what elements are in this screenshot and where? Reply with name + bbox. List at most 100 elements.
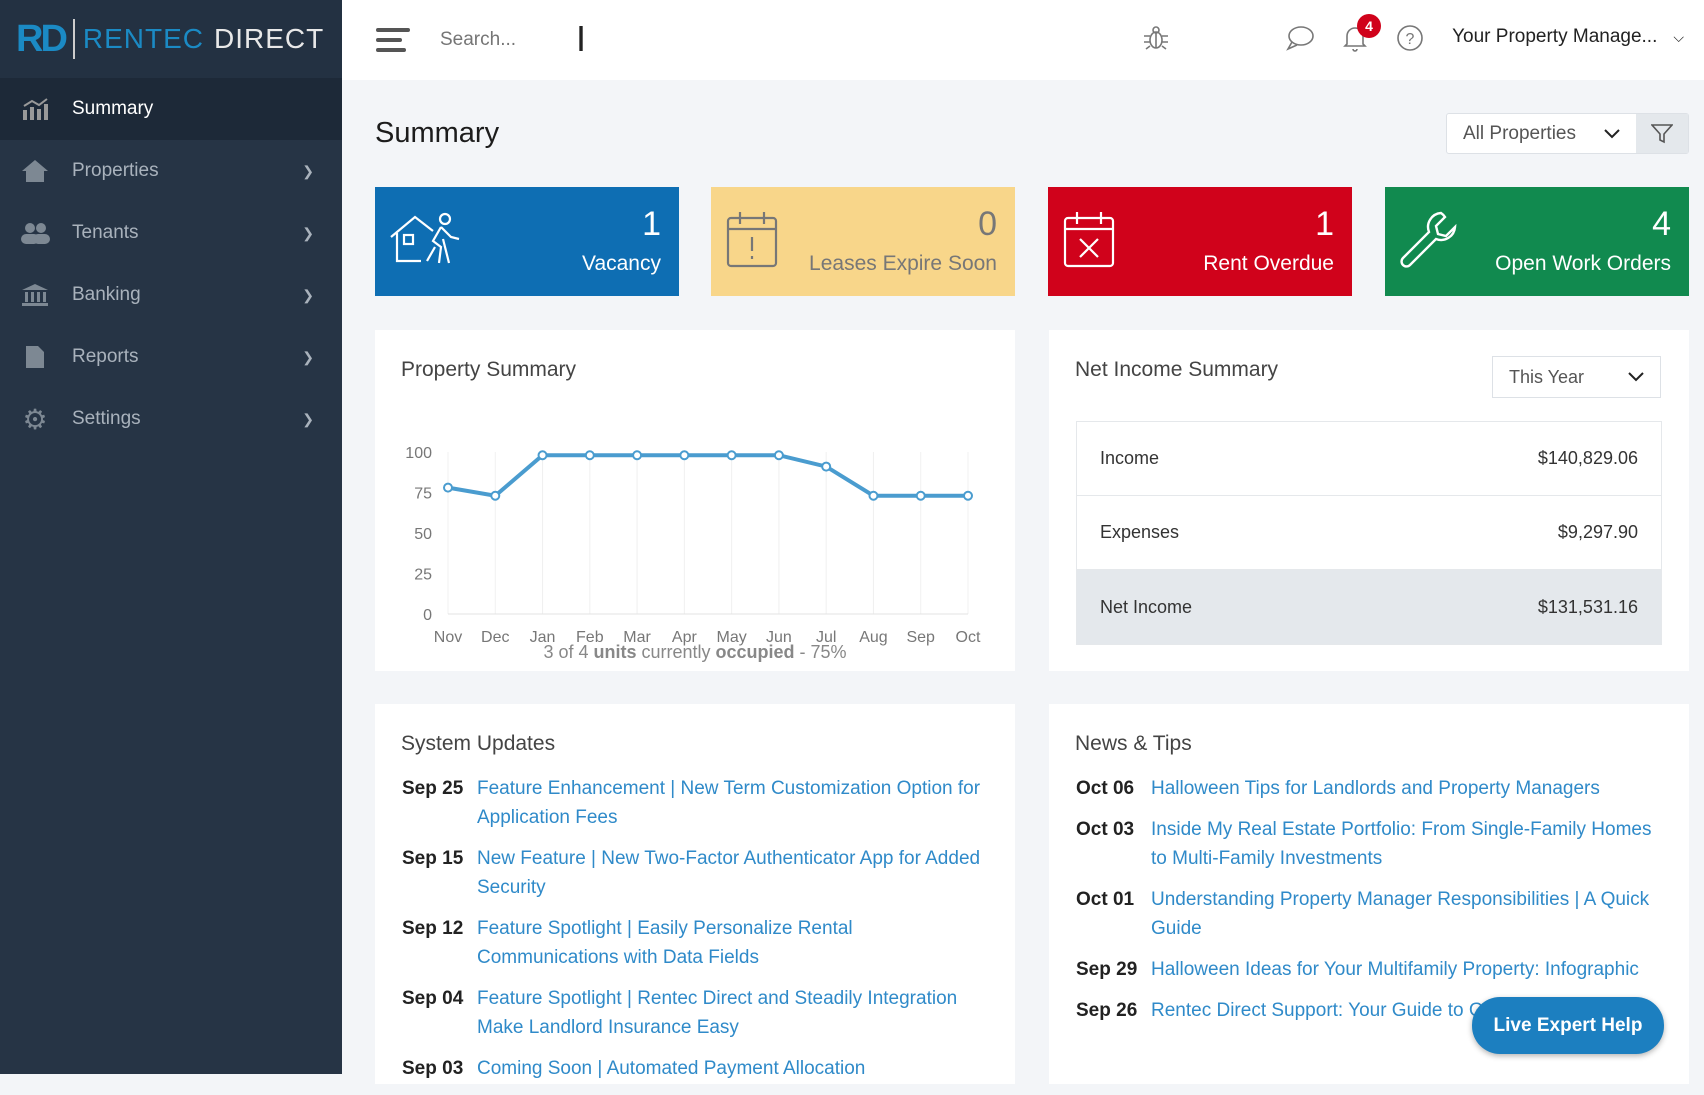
bug-icon[interactable]: [1140, 22, 1172, 54]
item-link[interactable]: Halloween Ideas for Your Multifamily Pro…: [1151, 959, 1639, 980]
chevron-down-icon: ❯: [302, 348, 314, 365]
x-tick-label: Sep: [906, 629, 935, 646]
menu-toggle-icon[interactable]: [376, 22, 410, 58]
net-income-row: Net Income $131,531.16: [1077, 570, 1661, 644]
y-tick-label: 75: [414, 486, 432, 503]
x-tick-label: Dec: [481, 629, 509, 646]
panel-title: System Updates: [401, 732, 556, 755]
top-bar: Ⅰ 4 ? Your Property Manage... ⌵: [342, 0, 1704, 80]
notification-bell-icon[interactable]: 4: [1339, 14, 1381, 54]
item-date: Sep 12: [402, 918, 464, 939]
bank-icon: [20, 283, 50, 307]
logo-mark: RD: [16, 17, 68, 60]
list-item: Sep 03 Coming Soon | Automated Payment Al…: [402, 1054, 995, 1083]
caption-text: currently: [636, 642, 716, 662]
users-icon: [20, 221, 50, 245]
vacancy-label: Vacancy: [582, 252, 661, 275]
item-link[interactable]: Feature Spotlight | Easily Personalize R…: [477, 918, 853, 968]
item-date: Sep 03: [402, 1058, 464, 1079]
work-orders-label: Open Work Orders: [1495, 252, 1671, 275]
sidebar-item-settings[interactable]: ⚙ Settings ❯: [0, 388, 342, 450]
sidebar-item-banking[interactable]: Banking ❯: [0, 264, 342, 326]
property-filter[interactable]: All Properties: [1446, 113, 1689, 154]
data-point: [821, 461, 832, 472]
property-select[interactable]: All Properties: [1463, 122, 1576, 144]
vacancy-count: 1: [642, 205, 661, 243]
data-point: [584, 450, 595, 461]
vacancy-card[interactable]: 1 Vacancy: [375, 187, 679, 296]
leases-expire-label: Leases Expire Soon: [809, 252, 997, 275]
sidebar-item-reports[interactable]: Reports ❯: [0, 326, 342, 388]
list-item: Oct 03 Inside My Real Estate Portfolio: F…: [1076, 815, 1669, 873]
sidebar-item-label: Properties: [72, 160, 159, 181]
y-tick-label: 100: [405, 445, 432, 462]
logo-text-direct: DIRECT: [214, 23, 325, 54]
list-item: Sep 15 New Feature | New Two-Factor Authe…: [402, 844, 995, 902]
work-orders-count: 4: [1652, 205, 1671, 243]
list-item: Sep 29 Halloween Ideas for Your Multifami…: [1076, 955, 1669, 984]
rent-overdue-count: 1: [1315, 205, 1334, 243]
panel-title: Net Income Summary: [1075, 358, 1279, 381]
sidebar-item-properties[interactable]: Properties ❯: [0, 140, 342, 202]
expenses-row: Expenses $9,297.90: [1077, 496, 1661, 570]
chat-icon[interactable]: [1284, 22, 1316, 54]
list-item: Sep 04 Feature Spotlight | Rentec Direct …: [402, 984, 995, 1042]
income-row: Income $140,829.06: [1077, 422, 1661, 496]
item-link[interactable]: Understanding Property Manager Responsib…: [1151, 889, 1650, 939]
filter-button[interactable]: [1636, 114, 1688, 153]
sidebar-item-tenants[interactable]: Tenants ❯: [0, 202, 342, 264]
caption-units: units: [593, 642, 637, 662]
data-point: [915, 490, 926, 501]
x-tick-label: Jul: [816, 629, 836, 646]
period-select[interactable]: This Year: [1492, 356, 1661, 398]
caption-percent: - 75%: [794, 642, 847, 662]
help-icon[interactable]: ?: [1394, 22, 1426, 54]
gear-icon: ⚙: [22, 403, 48, 435]
sidebar-item-label: Banking: [72, 284, 141, 305]
system-updates-panel: System Updates Sep 25 Feature Enhancement…: [375, 704, 1015, 1084]
caption-text: 3 of 4: [543, 642, 594, 662]
x-tick-label: Jan: [530, 629, 556, 646]
item-date: Sep 04: [402, 988, 464, 1009]
leases-expire-card[interactable]: 0 Leases Expire Soon: [711, 187, 1015, 296]
chevron-down-icon: ❯: [302, 224, 314, 241]
rent-overdue-card[interactable]: 1 Rent Overdue: [1048, 187, 1352, 296]
work-orders-card[interactable]: 4 Open Work Orders: [1385, 187, 1689, 296]
sidebar-item-label: Tenants: [72, 222, 139, 243]
occupancy-caption: 3 of 4 units currently occupied - 75%: [375, 642, 1015, 663]
item-date: Oct 03: [1076, 819, 1135, 840]
data-point: [537, 450, 548, 461]
item-link[interactable]: Feature Spotlight | Rentec Direct and St…: [477, 988, 958, 1038]
calendar-x-icon: [1062, 209, 1116, 274]
y-tick-label: 0: [423, 607, 432, 624]
property-summary-panel: Property Summary Nov Dec Jan Feb Mar Apr May Ju…: [375, 330, 1015, 671]
net-income-panel: Net Income Summary This Year Income $140,…: [1049, 330, 1689, 671]
row-value: $9,297.90: [1557, 522, 1638, 542]
search-input[interactable]: [440, 29, 560, 51]
news-list: Oct 06 Halloween Tips for Landlords and P…: [1076, 774, 1669, 1037]
chevron-down-icon: ❯: [302, 410, 314, 427]
live-expert-help-button[interactable]: Live Expert Help: [1472, 997, 1664, 1054]
item-link[interactable]: Inside My Real Estate Portfolio: From Si…: [1151, 819, 1652, 869]
data-point: [726, 450, 737, 461]
leases-expire-count: 0: [978, 205, 997, 243]
item-link[interactable]: Feature Enhancement | New Term Customiza…: [477, 778, 981, 828]
item-link[interactable]: Halloween Tips for Landlords and Propert…: [1151, 778, 1600, 799]
sidebar-item-summary[interactable]: Summary: [0, 78, 342, 140]
logo[interactable]: RD RENTEC DIRECT: [0, 0, 342, 78]
calendar-alert-icon: [725, 209, 779, 274]
data-point: [963, 490, 973, 501]
user-menu[interactable]: Your Property Manage... ⌵: [1452, 26, 1684, 48]
sidebar-item-label: Settings: [72, 408, 141, 429]
page-title: Summary: [375, 117, 500, 149]
item-date: Sep 25: [402, 778, 464, 799]
vacancy-house-icon: [389, 209, 465, 276]
item-link[interactable]: Coming Soon | Automated Payment Allocati…: [477, 1058, 866, 1079]
chart-icon: [20, 97, 50, 121]
x-tick-label: Feb: [576, 629, 604, 646]
data-point: [632, 450, 643, 461]
y-tick-label: 25: [414, 567, 432, 584]
occupancy-line-chart: Nov Dec Jan Feb Mar Apr May Jun Jul Aug Sep Oct 0 25 5…: [405, 445, 981, 646]
x-tick-label: Nov: [434, 629, 462, 646]
item-link[interactable]: New Feature | New Two-Factor Authenticat…: [477, 848, 981, 898]
